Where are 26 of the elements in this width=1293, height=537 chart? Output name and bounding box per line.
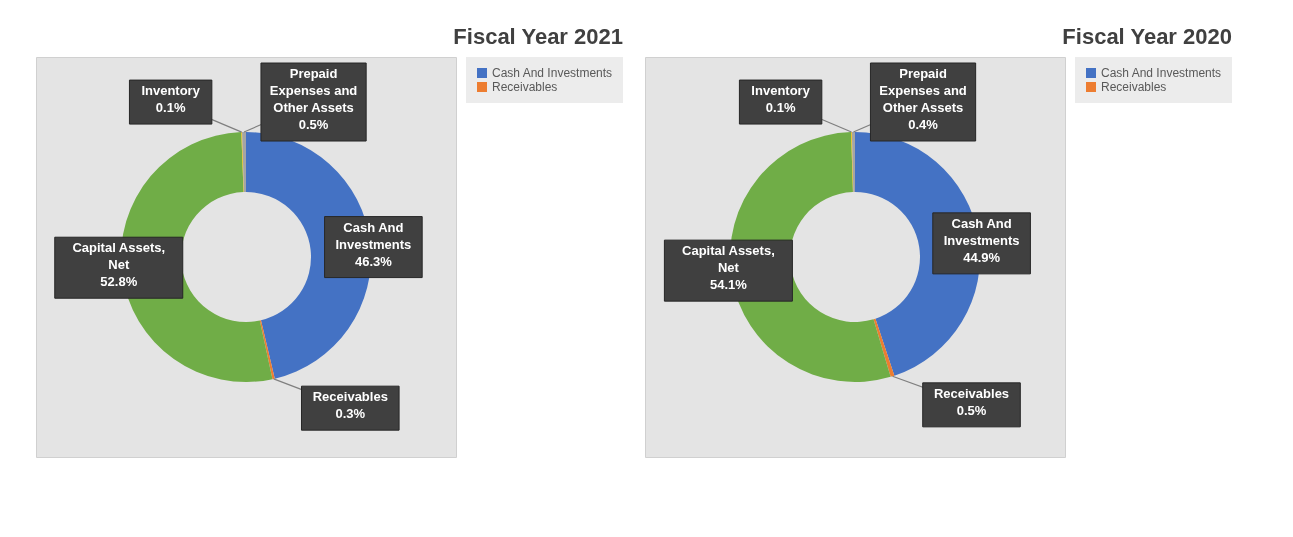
slice-label: Inventory [751,83,811,99]
slice-label: Receivables [312,389,388,405]
legend-label: Receivables [1101,80,1167,94]
data-label: 52.8% [100,274,138,290]
data-label: 46.3% [354,253,393,269]
slice-label: Prepaid Expenses and Other Assets [879,66,967,116]
data-label: 54.1% [709,277,748,293]
legend-label: Cash And Investments [1101,66,1222,80]
slice-label: Capital Assets, Net [682,243,775,276]
data-label: 0.3% [335,406,366,422]
data-label: 0.1% [155,100,186,116]
slice-label: Capital Assets, Net [72,240,166,273]
chart-title: Fiscal Year 2020 [1062,24,1232,49]
legend-label: Cash And Investments [492,66,613,80]
data-label: 0.1% [765,100,796,116]
slice-label: Prepaid Expenses and Other Assets [269,66,358,116]
data-label: 0.4% [908,117,939,133]
slice-label: Inventory [141,83,201,99]
data-label: 44.9% [963,249,1001,265]
slice-label: Receivables [933,385,1010,401]
legend-label: Receivables [492,80,558,94]
chart-title: Fiscal Year 2021 [453,24,623,49]
data-label: 0.5% [298,117,329,133]
slice-label: Cash And Investments [335,219,412,252]
data-label: 0.5% [956,402,987,418]
slice-label: Cash And Investments [943,215,1020,248]
